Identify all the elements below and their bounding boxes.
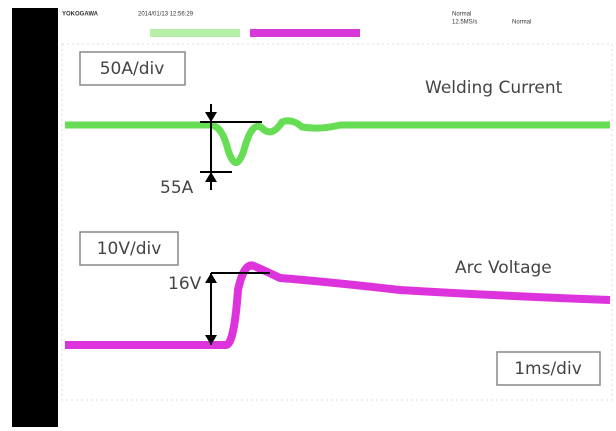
ch1-tag (150, 29, 240, 37)
voltage-scale: 10V/div (97, 239, 162, 259)
mode: Normal (452, 12, 471, 18)
time-scale: 1ms/div (514, 359, 582, 379)
scope-screenshot: YOKOGAWA 2014/01/13 12:56:29 Normal 12.5… (0, 0, 616, 427)
trigger-mode: Normal (512, 20, 531, 26)
timestamp: 2014/01/13 12:56:29 (138, 12, 194, 18)
voltage-rise: 16V (168, 274, 202, 294)
current-dip: 55A (160, 178, 194, 198)
voltage-label: Arc Voltage (455, 258, 552, 278)
ch2-tag (250, 29, 360, 37)
sample-rate: 12.5MS/s (452, 20, 477, 26)
current-scale: 50A/div (100, 59, 165, 79)
brand: YOKOGAWA (62, 12, 99, 18)
current-label: Welding Current (425, 78, 563, 98)
left-bar (12, 8, 58, 427)
